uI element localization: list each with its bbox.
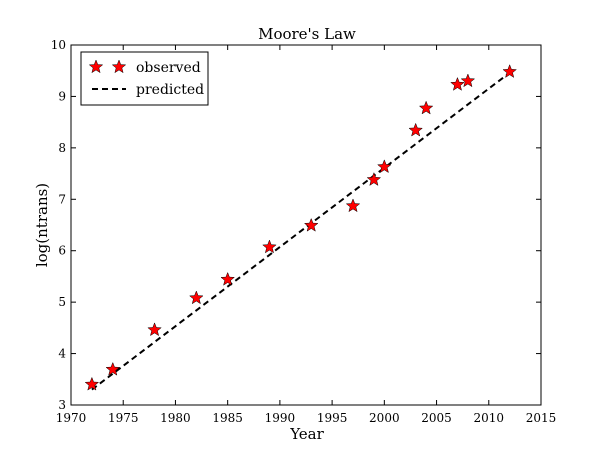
- x-tick-label: 1995: [317, 411, 348, 425]
- y-tick-label: 10: [51, 38, 66, 52]
- observed-point: [147, 322, 162, 337]
- x-tick-label: 1990: [265, 411, 296, 425]
- legend-label-predicted: predicted: [136, 82, 204, 98]
- observed-point: [262, 239, 277, 254]
- x-tick-label: 2015: [526, 411, 557, 425]
- legend: observed predicted: [80, 51, 209, 106]
- legend-marker-observed: [88, 59, 127, 74]
- observed-point: [303, 217, 319, 232]
- predicted-line: [91, 71, 511, 391]
- observed-point: [450, 76, 465, 91]
- observed-point: [418, 100, 434, 115]
- observed-point: [345, 198, 361, 213]
- legend-label-observed: observed: [136, 60, 201, 76]
- y-tick-label: 6: [58, 244, 66, 258]
- observed-point: [460, 73, 476, 88]
- plot-area: [84, 64, 517, 391]
- y-tick-label: 8: [58, 141, 66, 155]
- observed-point: [189, 290, 204, 305]
- observed-point: [377, 159, 392, 174]
- x-tick-label: 2010: [474, 411, 505, 425]
- x-tick-label: 1980: [160, 411, 191, 425]
- observed-point: [366, 172, 382, 186]
- legend-box: [80, 51, 209, 106]
- observed-point: [105, 361, 121, 376]
- y-axis-label: log(ntrans): [33, 183, 51, 267]
- x-axis-label: Year: [289, 425, 324, 443]
- y-tick-label: 9: [58, 89, 66, 103]
- y-tick-label: 3: [58, 398, 66, 412]
- axis-ticks: 1970 1975 1980 1985 1990 1995 2000 2005 2010 2015…: [51, 38, 557, 425]
- observed-point: [502, 64, 517, 78]
- x-tick-label: 1975: [108, 411, 139, 425]
- y-tick-label: 7: [58, 192, 66, 206]
- legend-star-icon: [88, 59, 104, 74]
- observed-point: [408, 122, 423, 137]
- plot-frame: [70, 44, 542, 406]
- y-tick-label: 5: [58, 295, 66, 309]
- observed-point: [220, 271, 235, 286]
- observed-point: [84, 376, 100, 391]
- x-tick-label: 1970: [56, 411, 87, 425]
- x-tick-label: 1985: [212, 411, 243, 425]
- chart-title: Moore's Law: [258, 25, 356, 43]
- legend-star-icon: [111, 59, 127, 74]
- x-tick-label: 2000: [369, 411, 400, 425]
- y-tick-label: 4: [58, 347, 66, 361]
- x-tick-label: 2005: [421, 411, 452, 425]
